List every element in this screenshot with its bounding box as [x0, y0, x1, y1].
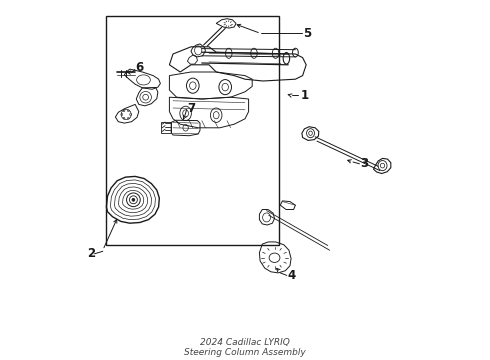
Text: 3: 3 [360, 157, 368, 170]
Text: 2: 2 [87, 247, 96, 260]
Text: 2024 Cadillac LYRIQ: 2024 Cadillac LYRIQ [200, 338, 290, 347]
Text: 1: 1 [301, 89, 309, 102]
Text: 5: 5 [303, 27, 311, 40]
Text: 4: 4 [288, 269, 296, 282]
Text: 7: 7 [187, 102, 196, 114]
Text: 6: 6 [136, 61, 144, 74]
Text: Steering Column Assembly: Steering Column Assembly [184, 348, 306, 356]
Ellipse shape [132, 198, 135, 201]
